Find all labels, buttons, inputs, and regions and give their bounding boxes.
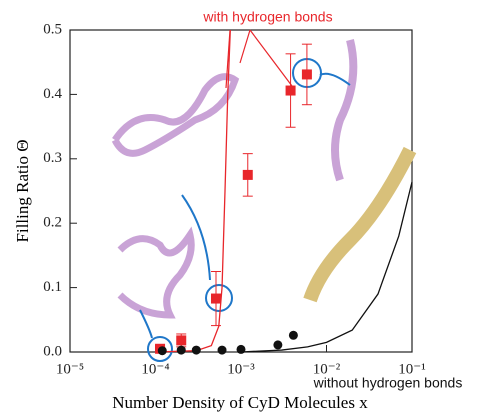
x-tick-label: 10⁻² xyxy=(313,361,341,377)
point xyxy=(285,85,296,96)
y-tick-label: 0.2 xyxy=(43,215,62,231)
point xyxy=(176,345,186,355)
x-tick-label: 10⁻¹ xyxy=(398,361,425,377)
annotation: with hydrogen bonds xyxy=(202,9,332,25)
point xyxy=(210,293,221,304)
annotation: without hydrogen bonds xyxy=(313,375,463,391)
point xyxy=(157,346,167,356)
point xyxy=(301,69,312,80)
y-tick-label: 0.5 xyxy=(43,21,62,37)
x-tick-label: 10⁻⁴ xyxy=(141,361,169,377)
point xyxy=(191,345,201,355)
y-tick-label: 0.4 xyxy=(43,86,62,102)
y-tick-label: 0.3 xyxy=(43,150,62,166)
point xyxy=(273,340,283,350)
point xyxy=(288,330,298,340)
point xyxy=(217,345,227,355)
x-tick-label: 10⁻³ xyxy=(227,361,255,377)
y-axis-label: Filling Ratio Θ xyxy=(13,140,32,243)
x-axis-label: Number Density of CyD Molecules x xyxy=(112,393,368,412)
point xyxy=(236,344,246,354)
highlight-circles xyxy=(139,58,351,362)
molecule-illustration xyxy=(111,39,417,319)
plot-frame xyxy=(69,29,413,353)
fit-curve xyxy=(240,181,413,353)
y-tick-label: 0.1 xyxy=(43,279,62,295)
point xyxy=(242,169,253,180)
point xyxy=(176,335,187,346)
y-tick-label: 0.0 xyxy=(43,343,62,359)
x-tick-label: 10⁻⁵ xyxy=(56,361,84,377)
